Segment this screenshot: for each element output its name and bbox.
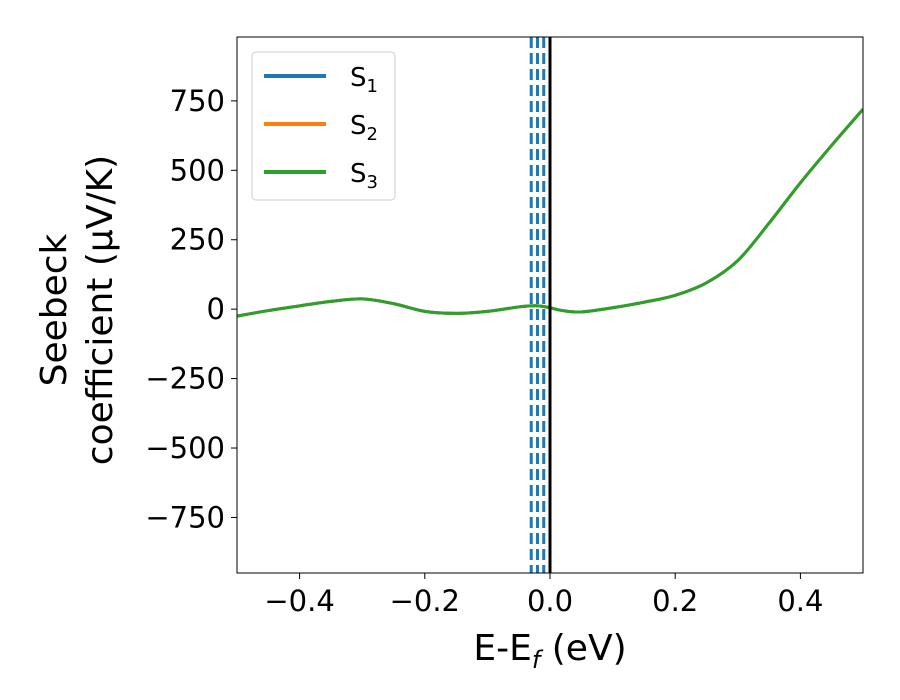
legend-label-s2: S2	[350, 111, 378, 145]
x-tick-label: 0.2	[652, 584, 698, 618]
y-tick-label: 750	[170, 84, 225, 118]
legend-label-s1: S1	[350, 63, 378, 97]
y-tick-label: 500	[170, 153, 225, 187]
x-tick-label: 0.0	[527, 584, 573, 618]
x-tick-label: −0.4	[264, 584, 334, 618]
legend-label-s3: S3	[350, 159, 378, 193]
legend: S1 S2 S3	[251, 51, 396, 201]
x-axis-label: E-Ef (eV)	[473, 628, 626, 674]
y-tick-label: 250	[170, 223, 225, 257]
y-axis-label-line2: coefficient (μV/K)	[80, 155, 121, 465]
y-axis-label-line1: Seebeck	[34, 233, 75, 386]
y-tick-label: 0	[207, 292, 225, 326]
y-tick-label: −500	[145, 431, 225, 465]
x-axis-label-main: E-E	[473, 628, 531, 669]
x-tick-label: −0.2	[390, 584, 460, 618]
y-tick-label: −250	[145, 362, 225, 396]
y-tick-label: −750	[145, 500, 225, 534]
x-axis-label-unit: (eV)	[540, 628, 626, 669]
axis-ticks: −0.4 −0.2 0.0 0.2 0.4 750 500 250 0 −250 −500 −750	[145, 84, 823, 618]
x-tick-label: 0.4	[777, 584, 823, 618]
plot-marks	[237, 37, 863, 573]
